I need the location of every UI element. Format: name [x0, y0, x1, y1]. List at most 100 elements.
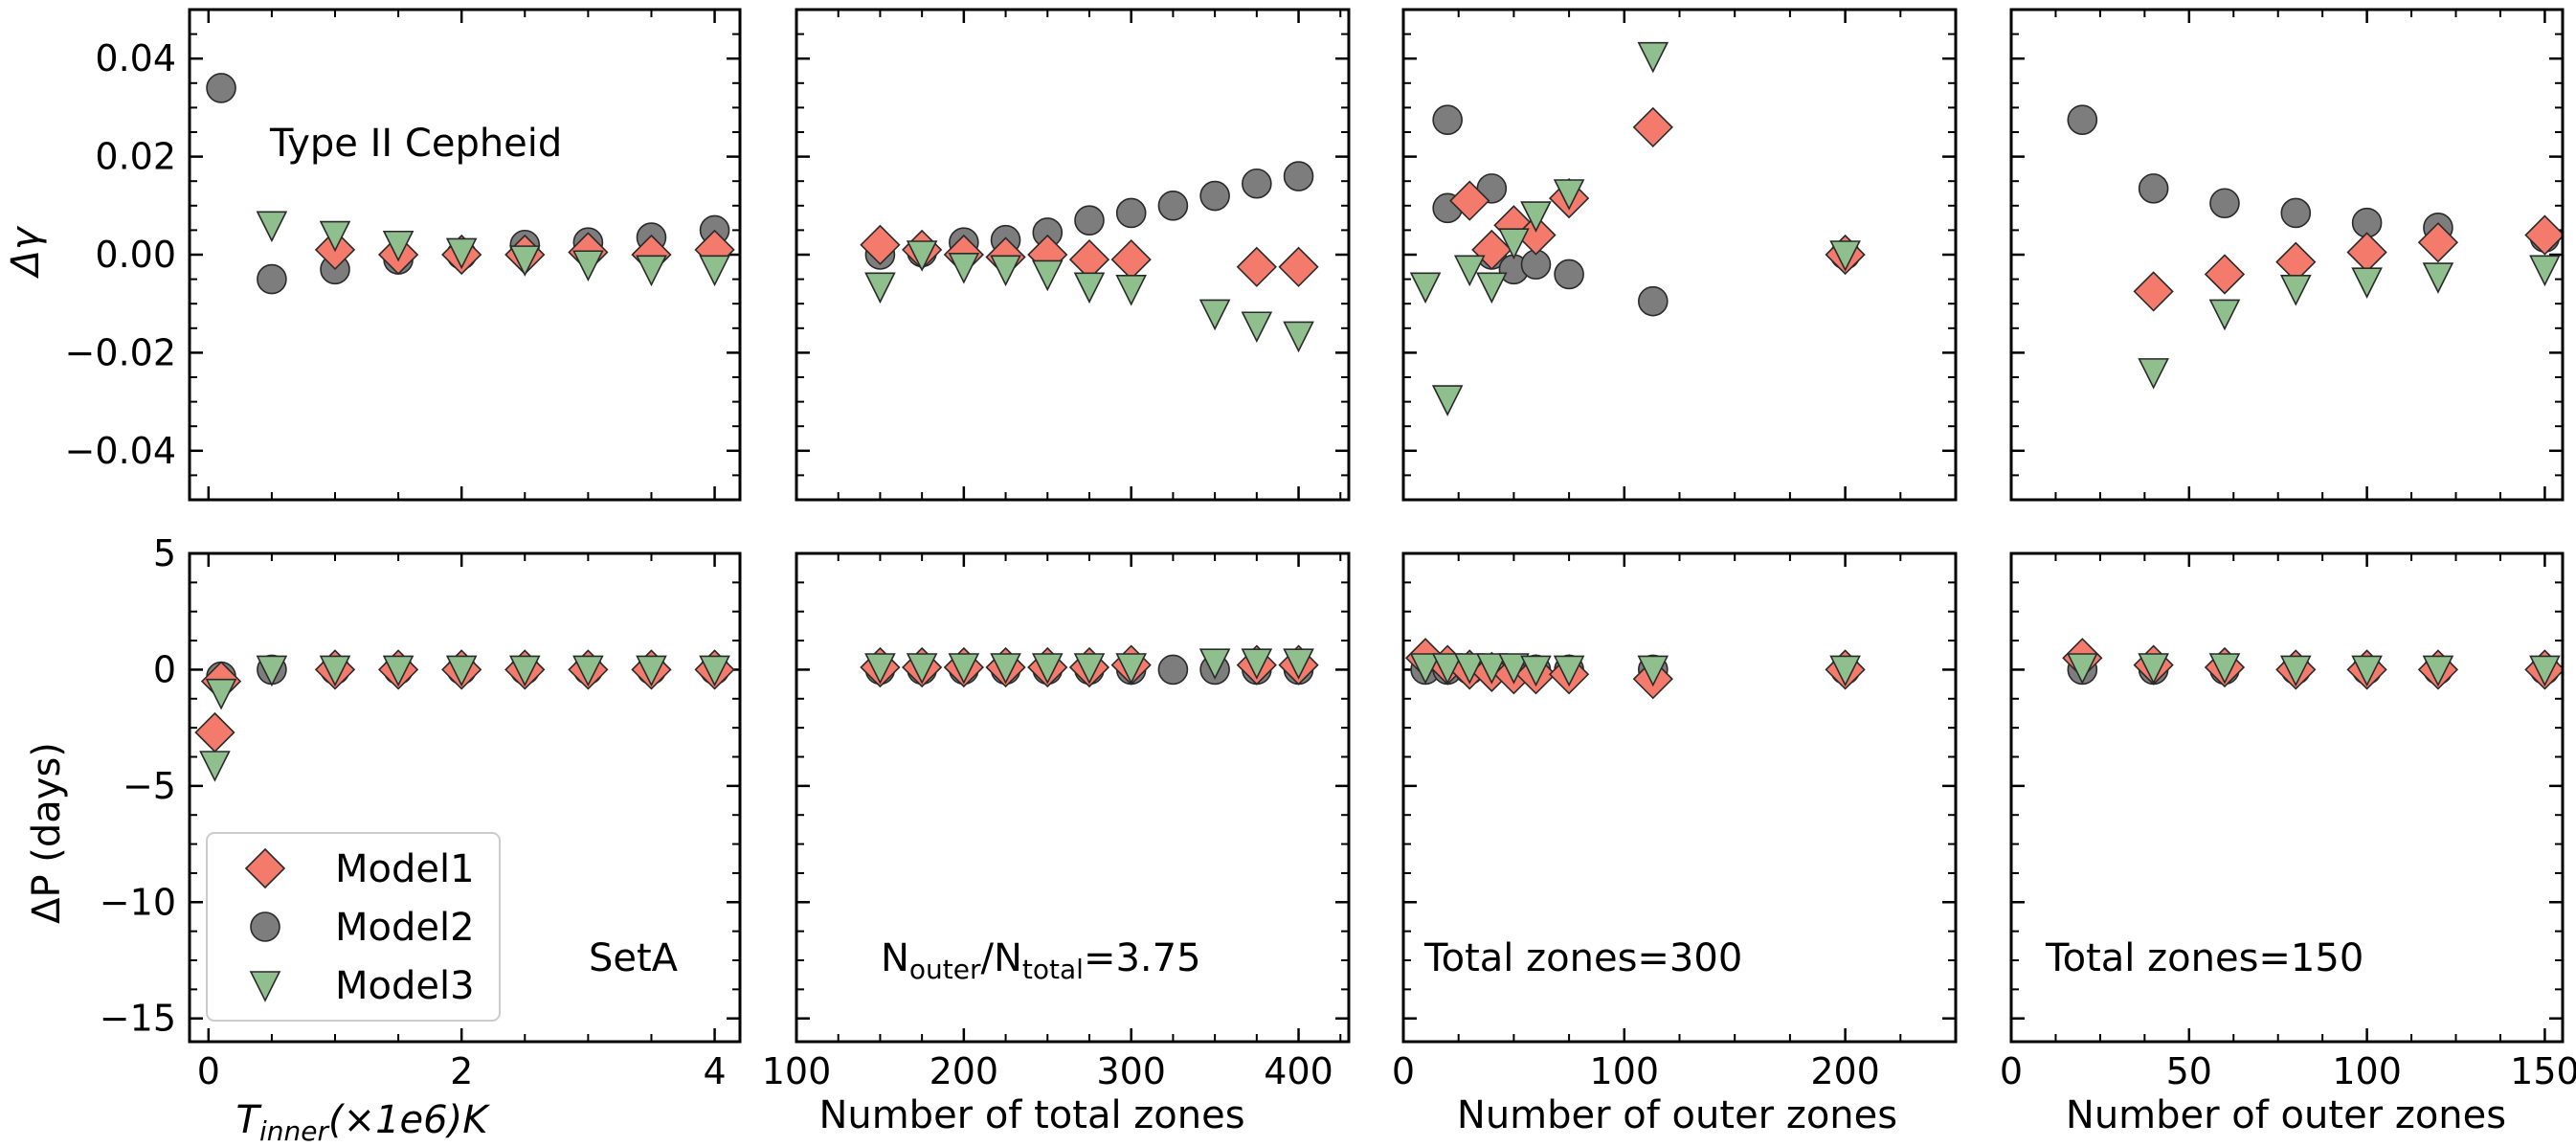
legend-markers — [244, 847, 286, 1002]
x-axis-labels: Tinner(×1e6)K Number of total zones Numb… — [236, 1093, 2507, 1147]
model2-point — [1157, 654, 1189, 686]
model1-point — [194, 711, 235, 753]
model3-point — [1637, 41, 1669, 74]
x-tick-label: 4 — [703, 1050, 726, 1092]
model3-point — [864, 653, 896, 685]
model3-point — [1115, 275, 1147, 306]
legend-label-model3: Model3 — [335, 964, 475, 1008]
y-tick-label: 5 — [153, 532, 176, 574]
model3-point — [2422, 262, 2454, 294]
panel-bottom-2: 100 200 300 400 — [762, 551, 1351, 1092]
model3-point — [508, 245, 541, 277]
model3-point — [445, 237, 478, 270]
legend-box — [206, 832, 501, 1022]
series-model2 — [2067, 104, 2561, 253]
panel-bottom-4: 0 50 100 150 — [2000, 551, 2576, 1092]
model3-point — [199, 751, 231, 782]
model1-point — [1632, 106, 1673, 148]
model3-point — [2351, 655, 2383, 687]
model3-point — [2422, 655, 2454, 687]
model3-point — [256, 655, 288, 687]
model3-point — [445, 655, 478, 687]
model3-point — [1453, 653, 1486, 685]
model3-point — [636, 255, 667, 287]
model3-point — [1283, 648, 1314, 680]
model3-point — [906, 653, 938, 685]
panel-top-3 — [1401, 8, 1958, 502]
model1-point — [2346, 232, 2387, 273]
data-points — [2067, 104, 2563, 390]
model2-point — [206, 73, 236, 103]
x-tick-label: 50 — [2166, 1050, 2212, 1092]
panels: −0.04 −0.02 0.00 0.02 0.04 0 2 4 −15 −10 −5 0 5 100 20… — [65, 8, 2576, 1092]
model2-point — [1242, 168, 1272, 199]
model3-point — [572, 655, 604, 687]
annotation-seta: SetA — [589, 936, 679, 980]
model3-point — [990, 255, 1021, 287]
model3-point — [1637, 655, 1669, 687]
model3-point — [205, 678, 237, 710]
model1-point — [1110, 238, 1152, 281]
model2-point — [1157, 191, 1189, 221]
model1-point — [2204, 254, 2246, 295]
model3-point — [2208, 653, 2241, 685]
model3-point — [2529, 255, 2561, 287]
model3-point — [1409, 272, 1442, 304]
annotation-type-ii-cepheid: Type II Cepheid — [269, 122, 562, 166]
xlabel-outer-zones-300: Number of outer zones — [1457, 1093, 1897, 1137]
x-tick-label: 150 — [2510, 1050, 2576, 1092]
x-tick-label: 0 — [1392, 1050, 1415, 1092]
data-points — [860, 161, 1319, 353]
model3-point — [2138, 653, 2169, 685]
axes-frame — [2009, 8, 2565, 502]
tick-labels: 0 2 4 −15 −10 −5 0 5 — [100, 532, 727, 1092]
y-tick-label: −0.02 — [65, 331, 176, 373]
model3-point — [1476, 653, 1508, 685]
model3-point — [1498, 653, 1530, 685]
ticks — [1401, 10, 1956, 500]
panel-top-2 — [795, 8, 1351, 502]
y-tick-label: 0 — [153, 648, 176, 690]
y-tick-label: −10 — [100, 881, 176, 923]
series-model3 — [2067, 653, 2561, 687]
tick-labels: −0.04 −0.02 0.00 0.02 0.04 — [65, 37, 176, 472]
model3-point — [1031, 259, 1064, 292]
model3-point — [1553, 179, 1585, 211]
model2-point — [1115, 197, 1147, 229]
model3-point — [1829, 655, 1861, 687]
annotation-total-zones-150: Total zones=150 — [2045, 936, 2363, 980]
model2-point — [1283, 161, 1314, 191]
model3-point — [508, 655, 541, 687]
model3-point — [699, 255, 730, 287]
model3-point — [1431, 653, 1464, 685]
data-points — [1409, 41, 1866, 416]
x-tick-label: 200 — [1810, 1050, 1880, 1092]
model3-point — [990, 653, 1021, 685]
series-model3 — [256, 211, 730, 287]
model3-point — [319, 655, 351, 687]
model3-point — [1031, 653, 1064, 685]
x-tick-label: 200 — [930, 1050, 999, 1092]
x-tick-label: 0 — [2000, 1050, 2023, 1092]
model3-point — [864, 272, 896, 304]
model1-point — [2133, 271, 2174, 312]
model1-point — [1449, 180, 1490, 221]
data-points — [206, 73, 735, 295]
y-tick-label: −5 — [123, 765, 176, 807]
model3-point — [1553, 655, 1585, 687]
x-tick-label: 2 — [450, 1050, 473, 1092]
model3-point — [382, 655, 414, 687]
model3-point — [1431, 385, 1464, 416]
model3-point — [1241, 311, 1273, 344]
axes-frame — [795, 551, 1351, 1044]
model2-point — [1432, 104, 1463, 135]
ylabel-delta-gamma: Δγ — [4, 225, 48, 279]
legend-label-model2: Model2 — [335, 906, 475, 950]
model2-point — [1199, 180, 1230, 212]
series-model3 — [1409, 41, 1861, 416]
axes-frame — [188, 551, 742, 1044]
model2-point — [2280, 197, 2312, 229]
series-model3 — [1409, 653, 1861, 687]
model2-point — [2209, 188, 2240, 219]
